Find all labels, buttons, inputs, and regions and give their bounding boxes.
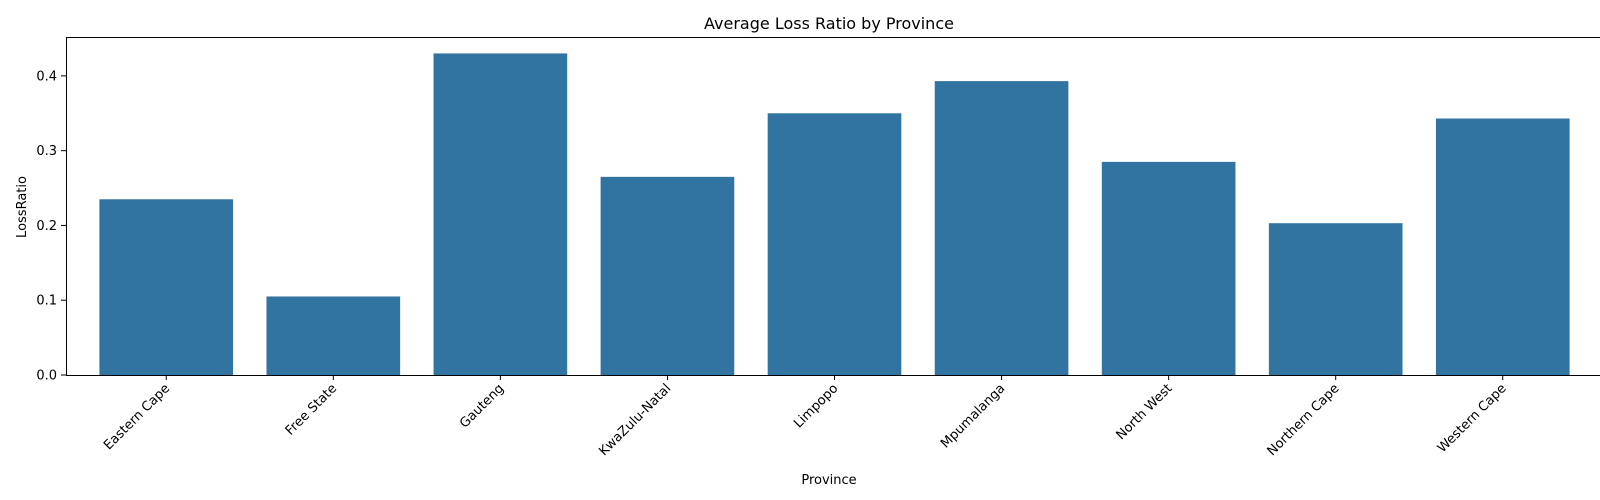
x-tick-label: KwaZulu-Natal — [596, 381, 674, 459]
y-tick-label: 0.0 — [36, 369, 57, 384]
x-tick-label: Northern Cape — [1265, 381, 1343, 459]
x-axis: Eastern Cape Free State Gauteng KwaZulu-Nat… — [101, 375, 1510, 459]
plot-frame — [66, 37, 1600, 376]
y-tick-label: 0.1 — [36, 294, 57, 309]
bar-limpopo — [767, 113, 902, 375]
bar-northern-cape — [1268, 223, 1403, 375]
x-tick-label: Mpumalanga — [938, 381, 1008, 451]
y-tick-label: 0.2 — [36, 219, 57, 234]
bar-gauteng — [433, 53, 568, 376]
bar-western-cape — [1435, 118, 1570, 375]
y-axis-label: LossRatio — [15, 176, 30, 238]
chart-title: Average Loss Ratio by Province — [704, 14, 954, 33]
bar-mpumalanga — [934, 81, 1069, 375]
x-tick-label: Limpopo — [791, 381, 841, 431]
bar-eastern-cape — [99, 199, 234, 375]
x-tick-label: Eastern Cape — [101, 381, 173, 453]
y-axis: 0.0 0.1 0.2 0.3 0.4 — [36, 69, 66, 384]
x-tick-label: Free State — [283, 381, 340, 438]
bar-north-west — [1101, 161, 1236, 375]
x-tick-label: North West — [1114, 381, 1176, 443]
x-tick-label: Gauteng — [457, 381, 507, 431]
bar-kwazulu-natal — [600, 176, 735, 375]
y-tick-label: 0.4 — [36, 69, 57, 84]
y-tick-label: 0.3 — [36, 144, 57, 159]
x-tick-label: Western Cape — [1435, 381, 1510, 456]
x-axis-label: Province — [801, 473, 856, 488]
bar-free-state — [266, 296, 401, 375]
bars-group — [99, 53, 1570, 376]
